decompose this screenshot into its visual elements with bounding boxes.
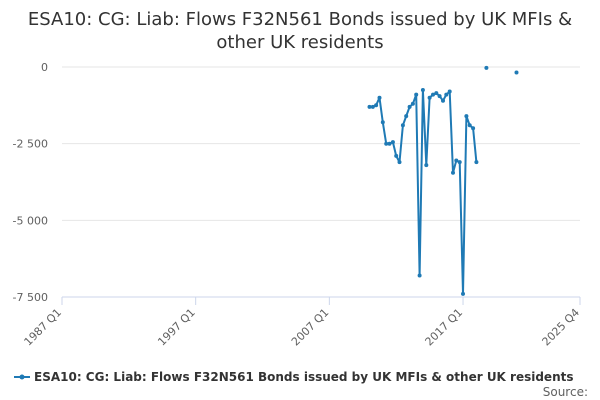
gridlines xyxy=(62,66,580,298)
data-point[interactable] xyxy=(447,89,452,94)
data-point[interactable] xyxy=(457,160,462,165)
data-point[interactable] xyxy=(427,95,432,100)
data-point[interactable] xyxy=(404,114,409,119)
legend-series-label: ESA10: CG: Liab: Flows F32N561 Bonds iss… xyxy=(34,370,574,384)
data-point[interactable] xyxy=(374,103,379,108)
data-point[interactable] xyxy=(437,94,442,99)
data-point[interactable] xyxy=(434,91,439,96)
data-point[interactable] xyxy=(461,291,465,296)
data-point[interactable] xyxy=(390,140,395,145)
y-tick-label: -2 500 xyxy=(13,138,48,151)
data-point[interactable] xyxy=(451,170,455,175)
plot-area xyxy=(367,65,519,296)
data-point[interactable] xyxy=(417,273,422,278)
source-label: Source: xyxy=(543,385,588,399)
x-tick-label: 1987 Q1 xyxy=(22,306,65,349)
data-point[interactable] xyxy=(394,153,399,158)
y-tick-label: 0 xyxy=(41,61,48,74)
legend[interactable]: ESA10: CG: Liab: Flows F32N561 Bonds iss… xyxy=(14,370,574,384)
data-point[interactable] xyxy=(431,92,435,97)
data-point[interactable] xyxy=(420,88,425,92)
data-point[interactable] xyxy=(377,95,382,100)
data-point[interactable] xyxy=(370,104,375,109)
chart-title-line-1: ESA10: CG: Liab: Flows F32N561 Bonds iss… xyxy=(28,9,572,30)
data-point[interactable] xyxy=(367,104,372,109)
data-point[interactable] xyxy=(387,141,392,146)
chart-title-line-2: other UK residents xyxy=(216,32,383,53)
y-tick-label: -5 000 xyxy=(13,214,48,227)
data-point[interactable] xyxy=(410,101,415,106)
x-tick-label: 2017 Q1 xyxy=(423,306,466,349)
data-point[interactable] xyxy=(407,104,412,109)
data-point[interactable] xyxy=(471,126,476,131)
data-point[interactable] xyxy=(441,98,445,103)
data-point[interactable] xyxy=(474,160,479,165)
data-point[interactable] xyxy=(397,160,402,165)
x-axis: 1987 Q1 1997 Q1 2007 Q1 2017 Q1 2025 Q4 xyxy=(22,296,583,349)
data-point[interactable] xyxy=(380,120,385,125)
data-point[interactable] xyxy=(464,114,469,119)
series-line xyxy=(369,89,478,295)
data-point[interactable] xyxy=(424,163,429,168)
x-tick-label: 2007 Q1 xyxy=(289,306,332,349)
data-point[interactable] xyxy=(467,123,472,128)
data-point[interactable] xyxy=(484,65,489,70)
data-point[interactable] xyxy=(454,158,459,163)
x-tick-label: 1997 Q1 xyxy=(155,306,198,349)
data-point[interactable] xyxy=(444,92,449,97)
y-axis-ticks: 0 -2 500 -5 000 -7 500 xyxy=(13,61,48,304)
legend-point-marker xyxy=(19,374,25,380)
data-point[interactable] xyxy=(414,92,419,97)
y-tick-label: -7 500 xyxy=(13,291,48,304)
data-point[interactable] xyxy=(514,70,519,75)
data-point[interactable] xyxy=(384,141,389,146)
x-tick-label: 2025 Q4 xyxy=(540,306,583,349)
data-point[interactable] xyxy=(400,123,405,128)
